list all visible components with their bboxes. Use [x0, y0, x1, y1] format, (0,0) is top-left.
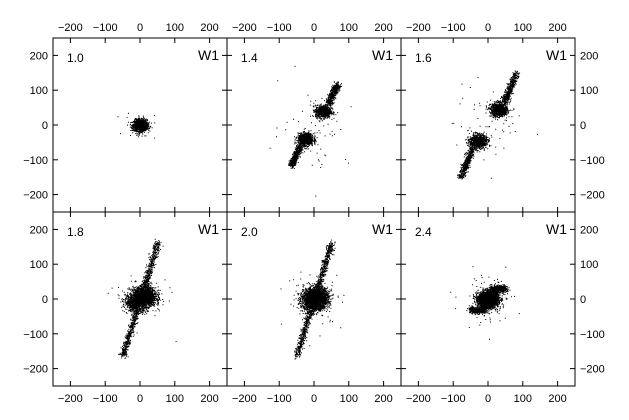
- panel-1-time-label: 1.0: [67, 51, 84, 65]
- panel-4-ticks: [53, 212, 227, 386]
- y-tick-label-left: −200: [23, 364, 48, 376]
- panel-4: 1.8 W1: [67, 221, 219, 359]
- panel-3-time-label: 1.6: [415, 51, 432, 65]
- y-tick-label-left: 200: [30, 224, 48, 236]
- y-tick-label-right: 100: [580, 259, 598, 271]
- y-tick-label-right: −200: [580, 364, 605, 376]
- y-tick-label-right: 200: [580, 50, 598, 62]
- panel-1: 1.0 W1: [67, 47, 219, 139]
- x-tick-label-top: −200: [406, 22, 431, 34]
- x-tick-label-bottom: 200: [374, 393, 392, 405]
- x-tick-label-top: 0: [137, 22, 143, 34]
- panel-2-model-label: W1: [372, 47, 393, 63]
- x-tick-label-bottom: −200: [406, 393, 431, 405]
- x-tick-label-top: 0: [311, 22, 317, 34]
- tick-labels-group: −200 −100 0 100 200 −200 −100 0 100 200 −200 −100 0 1…: [23, 22, 605, 405]
- panel-3: 1.6 W1: [415, 47, 567, 180]
- x-tick-label-bottom: 100: [340, 393, 358, 405]
- x-tick-label-top: 0: [485, 22, 491, 34]
- x-tick-label-top: −100: [93, 22, 118, 34]
- panel-5-model-label: W1: [372, 221, 393, 237]
- panel-3-points: [451, 70, 538, 180]
- y-tick-label-right: 0: [580, 120, 586, 132]
- x-tick-label-top: 200: [548, 22, 566, 34]
- x-tick-label-top: −200: [232, 22, 257, 34]
- y-tick-label-left: −200: [23, 190, 48, 202]
- y-tick-label-left: 100: [30, 259, 48, 271]
- panel-2-time-label: 1.4: [241, 51, 258, 65]
- x-tick-label-bottom: −100: [441, 393, 466, 405]
- y-tick-label-left: 0: [42, 120, 48, 132]
- panel-5-time-label: 2.0: [241, 225, 258, 239]
- panel-6-points: [450, 266, 520, 340]
- x-tick-label-bottom: 200: [200, 393, 218, 405]
- panel-1-model-label: W1: [198, 47, 219, 63]
- x-tick-label-bottom: −100: [93, 393, 118, 405]
- frames-group: [52, 37, 576, 387]
- panel-4-model-label: W1: [198, 221, 219, 237]
- y-tick-label-left: −100: [23, 329, 48, 341]
- y-tick-label-left: 200: [30, 50, 48, 62]
- x-tick-label-top: 100: [340, 22, 358, 34]
- x-tick-label-top: 100: [166, 22, 184, 34]
- panel-6-ticks: [401, 212, 575, 386]
- panel-2-points: [269, 65, 352, 197]
- y-tick-label-right: −200: [580, 190, 605, 202]
- panel-6-time-label: 2.4: [415, 225, 432, 239]
- panel-1-ticks: [53, 38, 227, 212]
- y-tick-label-left: 0: [42, 294, 48, 306]
- y-tick-label-right: 200: [580, 224, 598, 236]
- panel-5: 2.0 W1: [241, 221, 393, 360]
- x-tick-label-bottom: −200: [232, 393, 257, 405]
- panel-6: 2.4 W1: [415, 221, 567, 340]
- x-tick-label-bottom: 0: [311, 393, 317, 405]
- x-tick-label-bottom: −100: [267, 393, 292, 405]
- x-tick-label-bottom: −200: [58, 393, 83, 405]
- x-tick-label-bottom: 100: [514, 393, 532, 405]
- x-tick-label-top: −200: [58, 22, 83, 34]
- panel-3-model-label: W1: [546, 47, 567, 63]
- panel-5-points: [280, 239, 345, 360]
- panels-group: 1.0 W1 1.4 W1 1.6 W1 1.8 W1 2.0 W1 2.4 W1: [67, 47, 567, 360]
- x-tick-label-top: 200: [200, 22, 218, 34]
- y-tick-label-right: −100: [580, 329, 605, 341]
- x-tick-label-bottom: 100: [166, 393, 184, 405]
- y-tick-label-left: −100: [23, 155, 48, 167]
- x-tick-label-bottom: 0: [137, 393, 143, 405]
- panel-4-time-label: 1.8: [67, 225, 84, 239]
- y-tick-label-right: 0: [580, 294, 586, 306]
- x-tick-label-bottom: 0: [485, 393, 491, 405]
- x-tick-label-top: 100: [514, 22, 532, 34]
- panel-1-points: [117, 112, 156, 139]
- x-tick-label-top: −100: [441, 22, 466, 34]
- x-tick-label-top: −100: [267, 22, 292, 34]
- y-tick-label-right: 100: [580, 85, 598, 97]
- panel-6-model-label: W1: [546, 221, 567, 237]
- panel-4-points: [107, 238, 177, 359]
- panel-5-ticks: [227, 212, 401, 386]
- x-tick-label-top: 200: [374, 22, 392, 34]
- y-tick-label-left: 100: [30, 85, 48, 97]
- panel-2-ticks: [227, 38, 401, 212]
- y-tick-label-right: −100: [580, 155, 605, 167]
- panel-3-ticks: [401, 38, 575, 212]
- panel-2: 1.4 W1: [241, 47, 393, 197]
- x-tick-label-bottom: 200: [548, 393, 566, 405]
